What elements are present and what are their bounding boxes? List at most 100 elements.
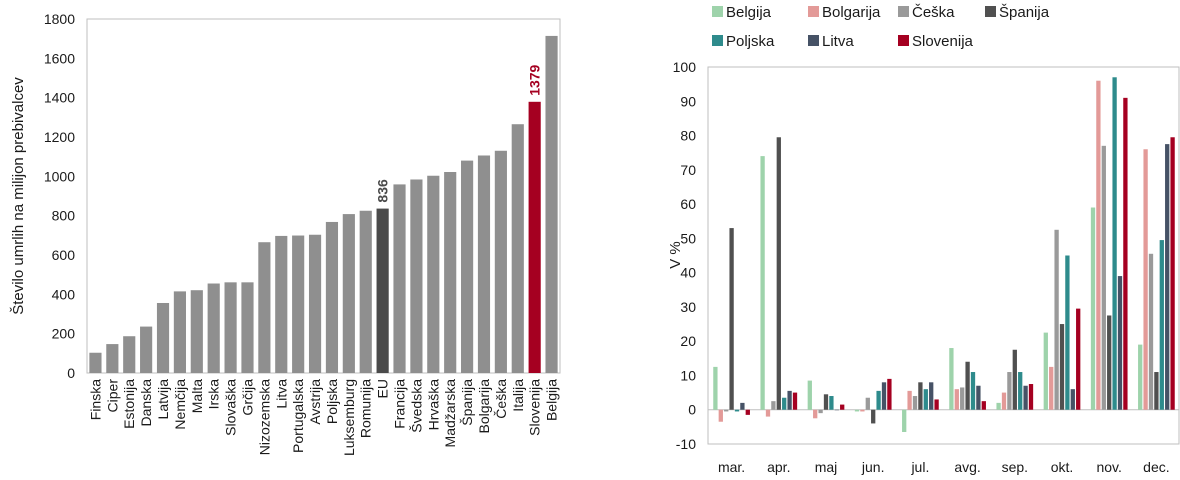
- legend-label-poljska: Poljska: [726, 33, 775, 50]
- bar-belgija-sep: [996, 402, 1001, 410]
- bar-poljska-apr: [782, 397, 787, 410]
- left-x-tick-label: Poljska: [324, 379, 340, 424]
- bar-belgija-nov: [1090, 207, 1096, 410]
- right-plot-frame: [707, 66, 1180, 445]
- right-y-axis-label: V %: [667, 241, 684, 269]
- bar-poljska-jul: [923, 389, 928, 410]
- bar-spanija-maj: [823, 394, 829, 410]
- bar-latvija: [156, 302, 170, 373]
- left-y-tick-label: 800: [52, 208, 76, 224]
- bar-litva-avg: [976, 385, 981, 410]
- bar-spanija-jul: [918, 382, 923, 410]
- left-x-tick-label: Irska: [206, 379, 222, 410]
- left-x-tick-label: Romunija: [358, 379, 374, 438]
- right-y-tick-label: 0: [688, 402, 696, 418]
- left-y-tick-label: 1800: [44, 11, 75, 27]
- left-plot-frame: [86, 18, 561, 374]
- left-y-axis-label: Število umrlih na milijon prebivalcev: [10, 77, 27, 315]
- bar-bolgarija-avg: [954, 389, 959, 410]
- left-x-tick-label: Luksemburg: [341, 379, 357, 456]
- legend-swatch-slovenija: [898, 35, 909, 46]
- left-y-tick-label: 1600: [44, 50, 75, 66]
- bar-bolgarija-apr: [765, 409, 771, 417]
- bar-slovenija-jul: [934, 399, 939, 410]
- right-y-tick-label: -10: [676, 436, 696, 452]
- bar-belgija-maj: [807, 380, 812, 410]
- data-label-eu: 836: [375, 179, 391, 203]
- legend-label-slovenija: Slovenija: [912, 33, 974, 50]
- bar-portugalska: [292, 235, 305, 373]
- right-x-tick-label: apr.: [767, 459, 790, 475]
- left-y-tick-label: 0: [67, 365, 75, 381]
- left-y-tick-label: 600: [52, 247, 76, 263]
- bar-litva-mar: [740, 402, 745, 410]
- bar-ceska-dec: [1148, 253, 1154, 410]
- right-y-tick-label: 70: [680, 162, 696, 178]
- bar-danska: [140, 326, 153, 373]
- bar-poljska-sep: [1018, 372, 1023, 410]
- bar-spanija-dec: [1154, 372, 1159, 410]
- left-y-tick-label: 1400: [44, 90, 75, 106]
- right-y-tick-label: 10: [680, 367, 696, 383]
- right-y-tick-label: 40: [680, 265, 696, 281]
- bar-ceska-nov: [1101, 145, 1106, 410]
- bar-svedska: [410, 179, 423, 373]
- bar-malta: [190, 290, 203, 373]
- legend-swatch-ceska: [898, 6, 909, 17]
- bar-litva-nov: [1117, 276, 1123, 410]
- left-x-tick-label: Nemčija: [172, 379, 188, 430]
- left-y-tick-label: 200: [52, 326, 76, 342]
- bar-hrvaska: [427, 175, 440, 373]
- bar-slovenija-jun: [887, 378, 892, 410]
- bar-madzarska: [444, 172, 457, 373]
- bar-slovenija-avg: [981, 401, 986, 410]
- bar-ceska-mar: [724, 409, 729, 412]
- bar-litva-maj: [834, 409, 839, 411]
- bar-eu: [376, 208, 389, 373]
- bar-poljska-avg: [970, 372, 976, 410]
- bar-poljska-okt: [1065, 255, 1070, 410]
- bar-slovenija-apr: [792, 392, 798, 410]
- left-x-tick-label: Nizozemska: [256, 379, 272, 455]
- right-x-tick-label: jun.: [861, 459, 885, 475]
- left-x-tick-label: Grčija: [239, 379, 255, 416]
- bar-belgija: [545, 35, 558, 374]
- right-y-tick-label: 100: [673, 59, 697, 75]
- legend-label-litva: Litva: [822, 33, 854, 50]
- bar-belgija-apr: [760, 156, 765, 410]
- data-label-slovenija: 1379: [527, 64, 543, 95]
- right-x-tick-label: mar.: [718, 459, 745, 475]
- right-x-tick-label: okt.: [1051, 459, 1074, 475]
- bar-litva-dec: [1165, 144, 1170, 410]
- bar-spanija-apr: [776, 137, 781, 410]
- right-y-tick-label: 50: [680, 230, 696, 246]
- bar-romunija: [359, 210, 372, 373]
- bar-litva-okt: [1070, 389, 1075, 410]
- left-x-tick-label: Italija: [510, 379, 526, 412]
- legend-label-spanija: Španija: [999, 4, 1050, 21]
- legend-label-belgija: Belgija: [726, 4, 772, 21]
- left-x-tick-label: Belgija: [544, 379, 560, 421]
- bar-ceska-avg: [960, 387, 965, 410]
- left-x-tick-label: Bolgarija: [476, 379, 492, 434]
- right-x-tick-label: jul.: [910, 459, 929, 475]
- bar-belgija-avg: [949, 348, 954, 410]
- bar-italija: [511, 124, 524, 373]
- bar-poljska-jun: [876, 390, 881, 410]
- bar-slovenija-mar: [745, 409, 750, 415]
- right-x-tick-label: dec.: [1143, 459, 1169, 475]
- right-y-tick-label: 90: [680, 93, 696, 109]
- right-y-tick-label: 20: [680, 333, 696, 349]
- bar-spanija-mar: [729, 228, 734, 410]
- left-y-tick-label: 1000: [44, 168, 75, 184]
- bar-spanija-nov: [1107, 315, 1112, 410]
- legend-swatch-belgija: [712, 6, 723, 17]
- right-chart: -10 0 10 20 30 40 50 60 70 80 90 100 mar. apr. maj jun.…: [667, 4, 1180, 475]
- bar-poljska-nov: [1112, 77, 1117, 410]
- bar-belgija-okt: [1043, 332, 1048, 410]
- bar-spanija: [461, 160, 474, 373]
- left-x-tick-label: Ciper: [104, 379, 120, 413]
- left-x-tick-label: Madžarska: [442, 379, 458, 448]
- left-x-tick-label: Litva: [273, 379, 289, 409]
- bar-slovenija-maj: [840, 404, 845, 410]
